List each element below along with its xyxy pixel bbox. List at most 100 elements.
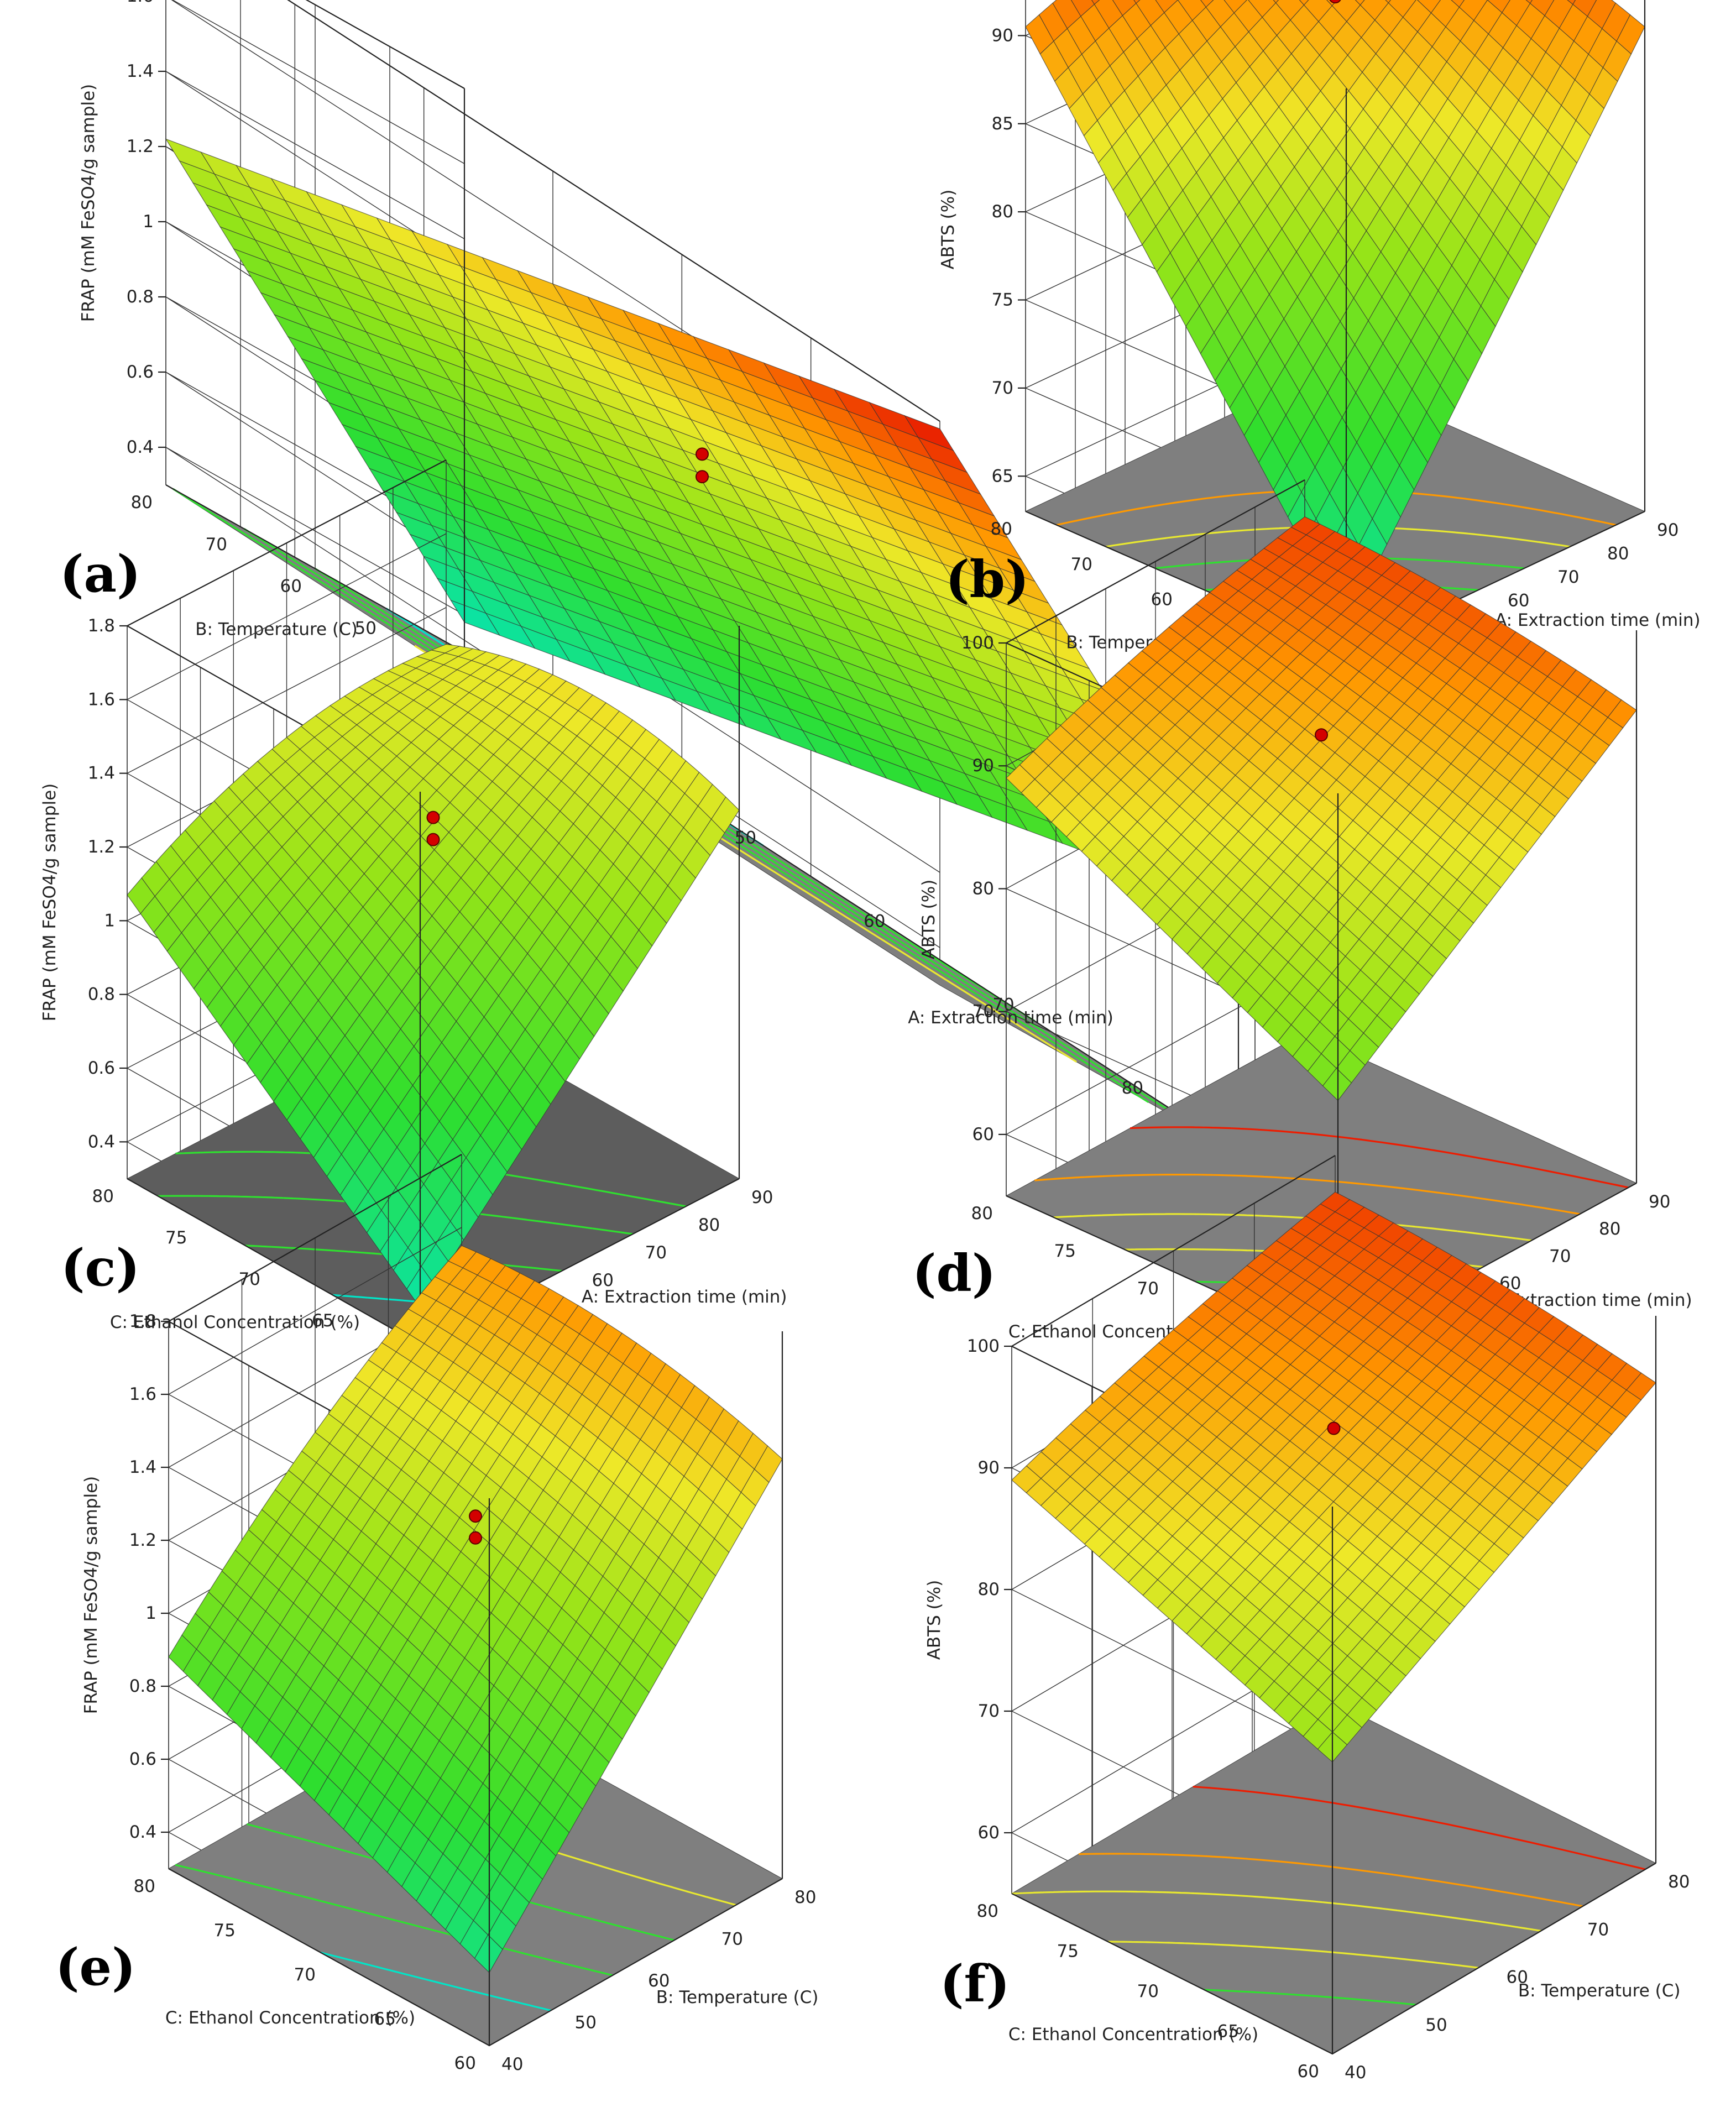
x-tick-label: 80 [698, 1215, 720, 1235]
x-tick-label: 60 [648, 1971, 670, 1991]
panel-label: (e) [55, 1937, 136, 1997]
contour-line-0 [1204, 1989, 1416, 2006]
x-axis: 40 50 60 70 80 B: Temperature (C) [1345, 1872, 1690, 2083]
z-axis: 0.4 0.6 0.8 1 1.2 1.4 1.6 1.8 FRAP (mM FeSO4/g s… [81, 1311, 169, 1842]
panel-label: (a) [60, 544, 141, 604]
y-tick-label: 80 [131, 493, 153, 513]
z-tick-label: 90 [972, 756, 994, 776]
x-axis-title: A: Extraction time (min) [582, 1287, 787, 1307]
z-tick-label: 1.8 [88, 616, 115, 636]
panel-label: (f) [940, 1954, 1010, 2014]
y-tick-label: 70 [1137, 1981, 1159, 2001]
z-tick-label: 1.6 [88, 689, 115, 709]
y-tick-label: 75 [165, 1228, 187, 1248]
z-tick-label: 80 [978, 1580, 1000, 1599]
panel-c: 0.4 0.6 0.8 1 1.2 1.4 1.6 1.8 FRAP (mM FeSO4/g s… [40, 459, 787, 1373]
x-tick-label: 50 [575, 2013, 597, 2033]
z-tick-label: 90 [978, 1458, 1000, 1478]
y-tick-label: 70 [206, 535, 227, 555]
z-tick-label: 1.6 [129, 1384, 156, 1404]
z-axis: 65707580859095ABTS (%) [938, 25, 1026, 486]
z-tick-label: 70 [992, 378, 1013, 398]
z-tick-label: 65 [992, 466, 1013, 486]
z-tick-label: 0.6 [129, 1749, 156, 1769]
response-surface [165, 138, 1240, 909]
y-tick-label: 70 [1071, 555, 1092, 574]
x-tick-label: 80 [1122, 1078, 1143, 1098]
contour-line-4 [1034, 1174, 1581, 1215]
y-axis: 60 65 70 75 80 C: Ethanol Concentration (%) [977, 1901, 1319, 2082]
x-tick-label: 90 [1649, 1192, 1670, 1212]
response-surface [1011, 1191, 1656, 1763]
y-tick-label: 80 [92, 1186, 114, 1206]
x-tick-label: 60 [1507, 1968, 1528, 1988]
design-points [1329, 0, 1341, 4]
panel-label: (b) [945, 550, 1029, 609]
x-tick-label: 50 [735, 828, 756, 848]
x-tick-label: 60 [592, 1270, 614, 1290]
z-tick-label: 1.2 [88, 837, 115, 857]
y-tick-label: 60 [454, 2053, 476, 2073]
contour-line-1 [1107, 1941, 1479, 1969]
z-axis: 60 70 80 90 100 ABTS (%) [924, 1336, 1012, 1843]
design-point [426, 833, 440, 846]
x-tick-label: 70 [721, 1930, 743, 1949]
y-tick-label: 80 [134, 1876, 155, 1896]
y-tick-label: 80 [977, 1901, 998, 1921]
z-tick-label: 1 [104, 911, 115, 930]
x-tick-label: 90 [1657, 520, 1679, 540]
y-tick-label: 65 [1217, 2022, 1239, 2042]
y-tick-label: 70 [294, 1965, 316, 1985]
z-tick-label: 1.6 [127, 0, 154, 6]
z-axis-title: FRAP (mM FeSO4/g sample) [40, 783, 60, 1022]
z-tick-label: 1.4 [127, 61, 154, 81]
x-tick-label: 70 [1557, 567, 1579, 587]
y-tick-label: 50 [355, 618, 377, 638]
panel-f: 60 70 80 90 100 ABTS (%) 60 65 70 75 80 C: Ethanol … [924, 1155, 1690, 2083]
contour-line-4 [1193, 1786, 1646, 1870]
z-tick-label: 70 [978, 1701, 1000, 1721]
contour-line-3 [1079, 1853, 1583, 1907]
y-tick-label: 60 [280, 577, 302, 597]
x-tick-label: 80 [1607, 544, 1629, 564]
x-axis-title: B: Temperature (C) [656, 1988, 819, 2007]
y-tick-label: 60 [1151, 590, 1173, 610]
z-tick-label: 0.4 [127, 437, 154, 457]
z-tick-label: 60 [978, 1823, 1000, 1843]
x-axis-title: B: Temperature (C) [1518, 1981, 1681, 2001]
contour-line-5 [1130, 1126, 1629, 1189]
z-tick-label: 1.2 [127, 137, 154, 156]
z-tick-label: 1.2 [129, 1530, 156, 1550]
x-tick-label: 80 [1599, 1219, 1620, 1239]
z-tick-label: 70 [972, 1002, 994, 1022]
y-axis: 60 65 70 75 80 C: Ethanol Concentration (%) [134, 1876, 476, 2073]
design-point [696, 447, 709, 461]
design-point [696, 470, 709, 484]
y-tick-label: 70 [1137, 1279, 1159, 1299]
x-axis-title: A: Extraction time (min) [908, 1008, 1113, 1028]
z-tick-label: 1 [143, 212, 154, 232]
design-points [696, 447, 709, 484]
z-tick-label: 0.8 [88, 985, 115, 1005]
x-tick-label: 70 [1587, 1920, 1609, 1939]
z-tick-label: 1.4 [88, 764, 115, 783]
design-point [1329, 0, 1341, 4]
design-point [1327, 1421, 1341, 1435]
z-tick-label: 0.8 [129, 1676, 156, 1696]
z-tick-label: 0.6 [127, 362, 154, 382]
panel-e: 0.4 0.6 0.8 1 1.2 1.4 1.6 1.8 FRAP (mM FeSO4/g s… [55, 1154, 818, 2074]
z-tick-label: 85 [992, 114, 1013, 134]
z-tick-label: 0.4 [88, 1132, 115, 1152]
y-tick-label: 60 [1298, 2062, 1319, 2082]
z-tick-label: 1.8 [129, 1311, 156, 1331]
x-tick-label: 40 [1345, 2063, 1366, 2083]
x-tick-label: 80 [794, 1887, 816, 1907]
z-axis-title: ABTS (%) [938, 190, 958, 270]
design-point [1315, 728, 1328, 742]
z-tick-label: 100 [961, 633, 994, 653]
design-points [1327, 1421, 1341, 1435]
